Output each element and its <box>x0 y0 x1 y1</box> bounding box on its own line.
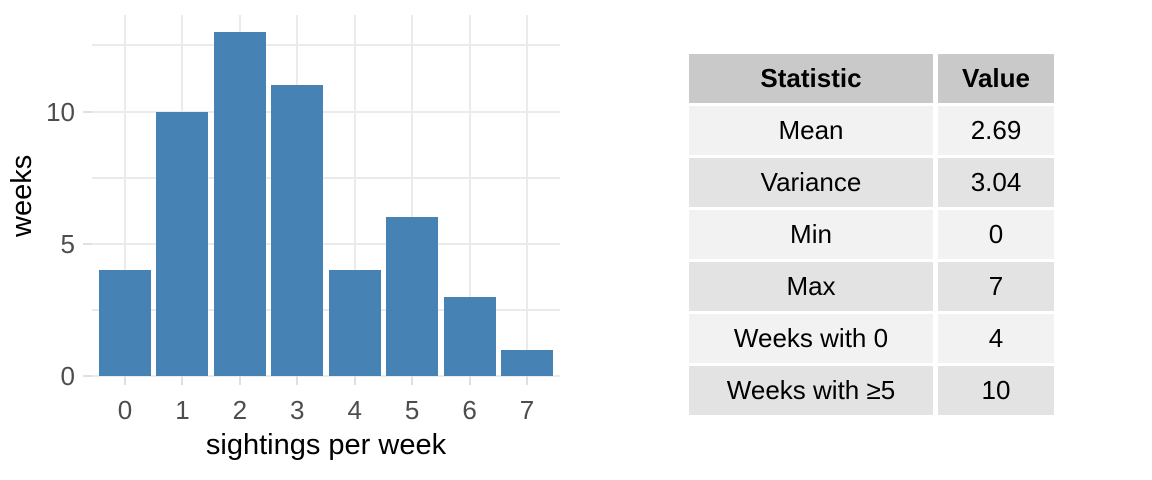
x-axis-title: sightings per week <box>205 429 447 461</box>
table-row: Max 7 <box>689 262 1054 311</box>
x-tick-label: 1 <box>175 395 190 425</box>
vertical-gridline <box>353 15 356 376</box>
x-axis-tick <box>181 376 184 385</box>
histogram-bar <box>213 32 266 376</box>
histogram-bar <box>386 217 439 376</box>
x-axis-tick <box>526 376 528 385</box>
table-row: Weeks with ≥5 10 <box>689 366 1054 415</box>
stat-label: Min <box>689 210 933 259</box>
stat-value: 4 <box>938 314 1054 363</box>
y-axis-tick <box>83 242 92 245</box>
histogram-chart: weeks 0 1 2 3 4 5 6 7 0 5 10 sightings per week <box>6 15 560 461</box>
table-row: Mean 2.69 <box>689 106 1054 155</box>
x-tick-label: 5 <box>404 395 420 425</box>
histogram-bar <box>99 270 151 376</box>
x-axis-tick <box>238 376 241 385</box>
stat-value: 3.04 <box>938 158 1054 207</box>
horizontal-gridline <box>92 242 560 245</box>
x-axis-tick <box>296 376 299 385</box>
horizontal-gridline <box>92 44 560 47</box>
x-tick-label: 4 <box>347 395 362 425</box>
y-tick-label: 10 <box>46 96 75 127</box>
stat-value: 0 <box>938 210 1054 259</box>
x-tick-label: 2 <box>232 395 248 425</box>
stat-label: Weeks with ≥5 <box>689 366 933 415</box>
stat-label: Mean <box>689 106 933 155</box>
x-axis-tick <box>411 376 414 385</box>
histogram-bar <box>443 296 496 376</box>
stats-table: Statistic Value Mean 2.69 Variance 3.04 … <box>684 51 1059 418</box>
stat-label: Max <box>689 262 933 311</box>
histogram-bar <box>271 85 324 376</box>
table-row: Weeks with 0 4 <box>689 314 1054 363</box>
table-row: Variance 3.04 <box>689 158 1054 207</box>
x-axis-tick <box>124 376 126 385</box>
histogram-bar <box>156 111 209 376</box>
vertical-gridline <box>526 15 528 376</box>
vertical-gridline <box>124 15 126 376</box>
x-tick-label: 6 <box>462 395 477 425</box>
y-axis-tick <box>83 375 92 377</box>
vertical-gridline <box>468 15 471 376</box>
x-tick-label: 0 <box>117 395 133 425</box>
y-tick-label: 0 <box>60 361 75 391</box>
stat-label: Variance <box>689 158 933 207</box>
plot-area <box>92 15 560 377</box>
stat-value: 10 <box>938 366 1054 415</box>
horizontal-gridline <box>92 176 560 179</box>
header-statistic: Statistic <box>689 54 933 103</box>
stat-label: Weeks with 0 <box>689 314 933 363</box>
table-row: Min 0 <box>689 210 1054 259</box>
histogram-bar <box>328 270 381 376</box>
header-value: Value <box>938 54 1054 103</box>
horizontal-gridline <box>92 110 560 113</box>
y-tick-label: 5 <box>60 228 75 259</box>
stat-value: 7 <box>938 262 1054 311</box>
histogram-bar <box>501 349 553 376</box>
y-axis-tick <box>83 110 92 113</box>
y-axis-title: weeks <box>6 154 38 237</box>
x-tick-label: 7 <box>519 395 535 425</box>
x-tick-label: 3 <box>290 395 305 425</box>
x-axis-tick <box>353 376 356 385</box>
horizontal-gridline <box>92 375 560 377</box>
stat-value: 2.69 <box>938 106 1054 155</box>
table-header-row: Statistic Value <box>689 54 1054 103</box>
x-axis-tick <box>468 376 471 385</box>
horizontal-gridline <box>92 308 560 311</box>
vertical-gridline <box>411 15 414 376</box>
